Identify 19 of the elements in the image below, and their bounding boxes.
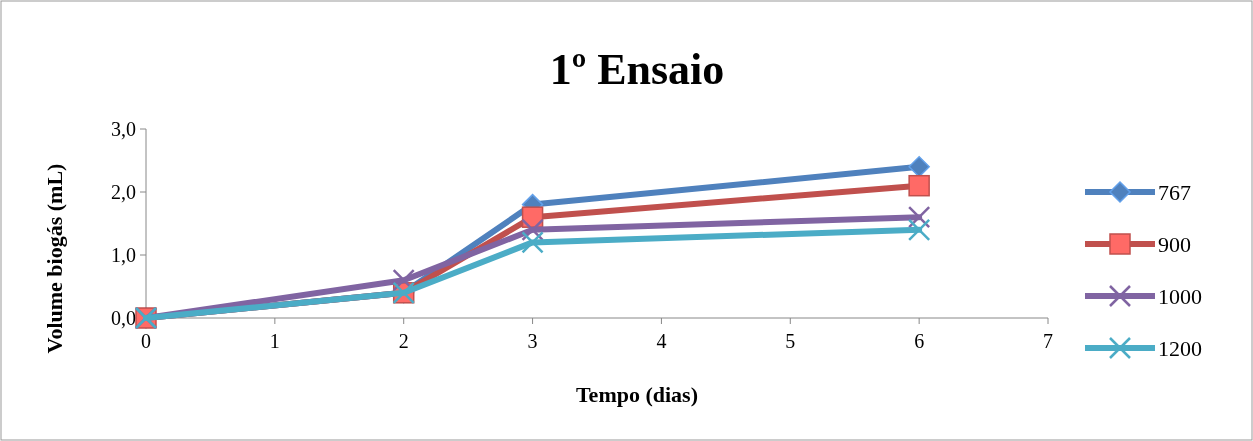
legend-label: 900 [1158, 231, 1191, 257]
x-axis-title: Tempo (dias) [575, 382, 699, 407]
x-tick-label: 0 [141, 330, 151, 352]
y-axis-title: Volume biogás (mL) [42, 163, 67, 354]
y-tick-label: 3,0 [111, 118, 136, 140]
legend-label: 1000 [1158, 283, 1202, 309]
chart-title: 1º Ensaio [549, 45, 725, 94]
legend-label: 767 [1158, 179, 1191, 205]
x-tick-label: 3 [527, 330, 538, 352]
y-tick-label: 1,0 [111, 244, 136, 266]
x-tick-label: 6 [914, 330, 925, 352]
x-tick-label: 7 [1043, 330, 1053, 352]
x-tick-label: 4 [656, 330, 667, 352]
y-tick-label: 0,0 [111, 307, 136, 329]
x-tick-label: 5 [785, 330, 796, 352]
x-tick-label: 2 [398, 330, 409, 352]
y-tick-label: 2,0 [111, 181, 136, 203]
x-tick-label: 1 [269, 330, 280, 352]
legend-label: 1200 [1158, 335, 1202, 361]
